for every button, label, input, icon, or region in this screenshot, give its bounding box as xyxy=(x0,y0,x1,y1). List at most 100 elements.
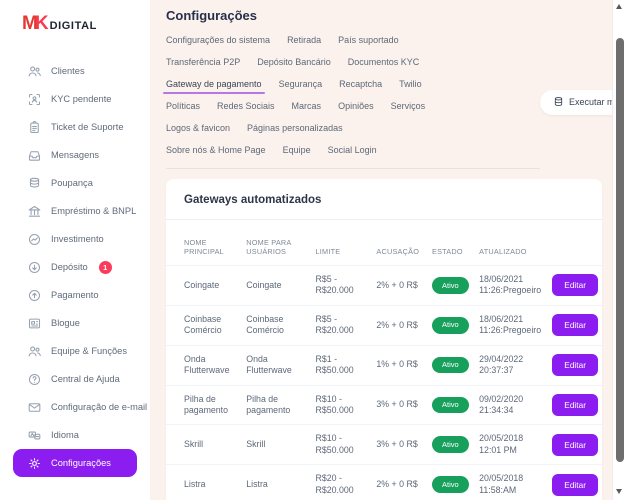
cell-charge: 3% + 0 R$ xyxy=(372,424,428,465)
tab-seguranca[interactable]: Segurança xyxy=(278,79,323,89)
sidebar-item-investimento[interactable]: Investimento xyxy=(13,225,137,253)
column-header: LIMITE xyxy=(315,247,341,256)
cell-status: Ativo xyxy=(427,265,476,306)
main-content: Configurações Configurações do sistema Re… xyxy=(150,0,625,500)
kyc-scan-icon xyxy=(27,92,42,107)
sidebar-item-label: Configurações xyxy=(51,458,111,468)
tab-recaptcha[interactable]: Recaptcha xyxy=(339,79,383,89)
investment-icon xyxy=(27,232,42,247)
cell-limit: R$10 - R$50.000 xyxy=(311,384,373,425)
edit-button[interactable]: Editar xyxy=(552,393,598,416)
sidebar-item-equipe-funcoes[interactable]: Equipe & Funções xyxy=(13,337,137,365)
payment-arrow-up-icon xyxy=(27,288,42,303)
edit-button[interactable]: Editar xyxy=(552,314,598,337)
tab-gateway-de-pagamento[interactable]: Gateway de pagamento xyxy=(163,79,265,94)
tab-logos-favicon[interactable]: Logos & favicon xyxy=(166,123,231,133)
table-row: Pilha de pagamento Pilha de pagamento R$10… xyxy=(166,384,602,425)
edit-button[interactable]: Editar xyxy=(552,274,598,297)
logo-text: DIGITAL xyxy=(49,20,97,32)
sidebar-item-label: Empréstimo & BNPL xyxy=(51,206,137,216)
tab-social-login[interactable]: Social Login xyxy=(327,145,377,155)
scrollbar-up-arrow-icon[interactable] xyxy=(616,4,622,9)
updated-date: 20/05/2018 xyxy=(479,433,524,444)
sidebar-item-ticket-de-suporte[interactable]: Ticket de Suporte xyxy=(13,113,137,141)
table-row: Coingate Coingate R$5 - R$20.000 2% + 0 R$ A… xyxy=(166,265,602,306)
tab-pais-suportado[interactable]: País suportado xyxy=(338,35,399,45)
tab-configuracoes-do-sistema[interactable]: Configurações do sistema xyxy=(166,35,271,45)
tab-twilio[interactable]: Twilio xyxy=(399,79,422,89)
tab-opinioes[interactable]: Opiniões xyxy=(338,101,374,111)
sidebar-item-kyc-pendente[interactable]: KYC pendente xyxy=(13,85,137,113)
scrollbar-thumb[interactable] xyxy=(615,38,624,462)
updated-date: 18/06/2021 xyxy=(479,274,524,284)
tab-transferencia-p2p[interactable]: Transferência P2P xyxy=(166,57,241,67)
gateways-table: NOME PRINCIPAL NOME PARA USUÁRIOS LIMITE AC… xyxy=(166,224,602,500)
cell-display-name: Coinbase Comércio xyxy=(242,304,312,346)
tab-deposito-bancario[interactable]: Depósito Bancário xyxy=(257,57,331,67)
vertical-scrollbar[interactable] xyxy=(612,0,625,500)
blog-icon xyxy=(27,316,42,331)
tabs-row: Transferência P2P Depósito Bancário Docume… xyxy=(166,57,540,67)
cell-action: Editar xyxy=(548,424,602,465)
tab-sobre-nos-home-page[interactable]: Sobre nós & Home Page xyxy=(166,145,266,155)
sidebar-item-label: Investimento xyxy=(51,234,104,244)
sidebar-item-pagamento[interactable]: Pagamento xyxy=(13,281,137,309)
tab-documentos-kyc[interactable]: Documentos KYC xyxy=(347,57,420,67)
cell-charge: 3% + 0 R$ xyxy=(372,384,428,425)
tab-equipe[interactable]: Equipe xyxy=(282,145,311,155)
edit-button[interactable]: Editar xyxy=(552,354,598,377)
sidebar-item-label: Mensagens xyxy=(51,150,100,160)
updated-date: 18/06/2021 xyxy=(479,313,524,324)
sidebar-item-idioma[interactable]: Idioma xyxy=(13,421,137,449)
sidebar-menu: Clientes KYC pendente Ticket de Suporte Men… xyxy=(0,57,150,477)
cell-status: Ativo xyxy=(427,384,476,425)
tab-redes-sociais[interactable]: Redes Sociais xyxy=(217,101,275,111)
sidebar-item-blogue[interactable]: Blogue xyxy=(13,309,137,337)
sidebar-item-deposito[interactable]: Depósito 1 xyxy=(13,253,137,281)
sidebar-item-mensagens[interactable]: Mensagens xyxy=(13,141,137,169)
cell-display-name: Pilha de pagamento xyxy=(242,384,312,425)
tabs-row: Políticas Redes Sociais Marcas Opiniões Serv… xyxy=(166,101,540,111)
table-row: Listra Listra R$20 - R$20.000 2% + 0 R$ Ativ… xyxy=(166,464,602,500)
card-title: Gateways automatizados xyxy=(184,194,322,206)
tab-servicos[interactable]: Serviços xyxy=(390,101,426,111)
sidebar-item-configuracao-email[interactable]: Configuração de e-mail xyxy=(13,393,147,421)
edit-button[interactable]: Editar xyxy=(552,433,598,456)
updated-time: 11:58:AM xyxy=(479,484,517,495)
coins-icon xyxy=(27,176,42,191)
tab-paginas-personalizadas[interactable]: Páginas personalizadas xyxy=(247,123,343,133)
sidebar-item-label: KYC pendente xyxy=(51,94,112,104)
cell-charge: 1% + 0 R$ xyxy=(372,344,428,386)
edit-button[interactable]: Editar xyxy=(552,473,598,496)
cell-updated: 29/04/2022 20:37:37 xyxy=(475,344,549,386)
cell-action: Editar xyxy=(548,464,602,500)
sidebar-item-poupanca[interactable]: Poupança xyxy=(13,169,137,197)
cell-main-name: Onda Flutterwave xyxy=(166,344,243,386)
tab-politicas[interactable]: Políticas xyxy=(166,101,201,111)
table-row: Onda Flutterwave Onda Flutterwave R$1 - R$… xyxy=(166,344,602,386)
mail-icon xyxy=(27,400,42,415)
tabs-row: Logos & favicon Páginas personalizadas xyxy=(166,123,540,133)
tab-marcas[interactable]: Marcas xyxy=(291,101,322,111)
sidebar-item-emprestimo-bnpl[interactable]: Empréstimo & BNPL xyxy=(13,197,137,225)
inbox-icon xyxy=(27,148,42,163)
sidebar-item-configuracoes[interactable]: Configurações xyxy=(13,449,137,477)
table-row: Coinbase Comércio Coinbase Comércio R$5 - … xyxy=(166,304,602,346)
column-header: ATUALIZADO xyxy=(479,247,527,256)
brand-logo[interactable]: M K DIGITAL xyxy=(0,13,150,35)
updated-time: 11:26:Pregoeiro xyxy=(479,285,542,296)
cell-updated: 20/05/2018 11:58:AM xyxy=(475,464,549,500)
sidebar-item-label: Depósito xyxy=(51,262,88,272)
cell-updated: 18/06/2021 11:26:Pregoeiro xyxy=(475,304,549,346)
tab-retirada[interactable]: Retirada xyxy=(287,35,322,45)
updated-time: 12:01 PM xyxy=(479,444,517,455)
sidebar-item-label: Ticket de Suporte xyxy=(51,122,124,132)
run-migrations-button[interactable]: Executar migrações xyxy=(540,89,625,115)
scrollbar-down-arrow-icon[interactable] xyxy=(616,489,622,494)
cell-display-name: Listra xyxy=(242,464,312,500)
toolbar-actions: Executar migrações Otimizar sistema xyxy=(540,89,625,115)
sidebar-item-central-de-ajuda[interactable]: Central de Ajuda xyxy=(13,365,137,393)
cell-charge: 2% + 0 R$ xyxy=(372,265,428,306)
sidebar-item-clientes[interactable]: Clientes xyxy=(13,57,137,85)
